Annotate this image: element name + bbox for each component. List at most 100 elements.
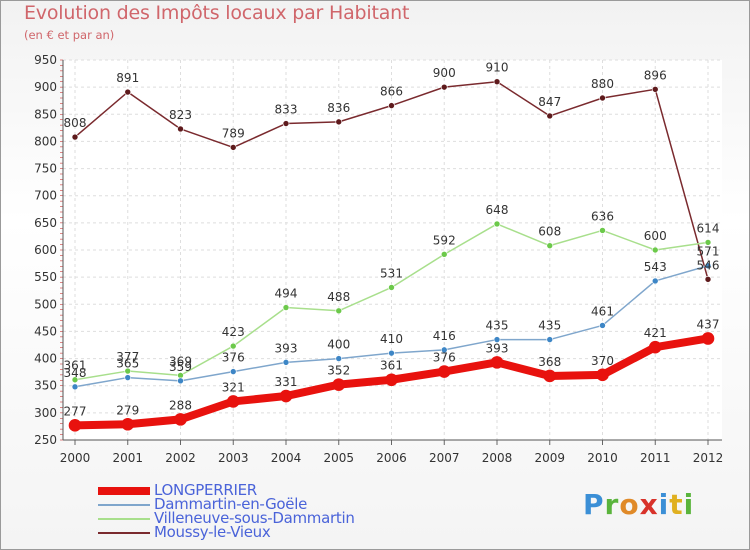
data-point <box>388 102 395 109</box>
data-point <box>282 359 290 366</box>
data-label: 331 <box>275 375 298 389</box>
data-point <box>71 133 79 141</box>
data-point <box>546 242 554 249</box>
data-label: 592 <box>433 233 456 247</box>
x-tick-label: 2008 <box>482 451 513 465</box>
data-point <box>226 395 240 408</box>
data-point <box>335 355 343 362</box>
legend-item: Dammartin-en-Goële <box>98 495 418 513</box>
x-tick-label: 2002 <box>165 451 196 465</box>
legend-swatch <box>98 518 150 520</box>
data-label: 866 <box>380 85 403 99</box>
data-label: 437 <box>697 317 720 331</box>
data-point <box>704 262 712 270</box>
data-point <box>121 417 135 431</box>
x-tick-label: 2006 <box>376 451 407 465</box>
y-tick-label: 250 <box>34 433 57 447</box>
data-point <box>177 125 184 133</box>
data-label: 880 <box>591 77 614 91</box>
data-label: 531 <box>380 266 403 280</box>
data-point <box>71 383 79 391</box>
data-label: 808 <box>64 116 87 130</box>
data-label: 823 <box>169 108 192 122</box>
logo-letter: i <box>658 488 670 521</box>
y-tick-label: 300 <box>34 406 57 420</box>
data-point <box>282 304 290 311</box>
data-label: 361 <box>380 359 403 373</box>
chart-subtitle: (en € et par an) <box>24 28 115 42</box>
legend-swatch <box>98 532 150 534</box>
y-tick-label: 850 <box>34 107 57 121</box>
data-label: 370 <box>591 354 614 368</box>
x-tick-label: 2000 <box>60 451 91 465</box>
y-tick-label: 800 <box>34 134 57 148</box>
x-tick-label: 2004 <box>271 451 302 465</box>
x-tick-label: 2001 <box>112 451 143 465</box>
data-point <box>440 346 448 354</box>
data-label: 833 <box>275 103 298 117</box>
data-label: 393 <box>486 341 509 355</box>
data-label: 600 <box>644 229 667 243</box>
data-point <box>493 78 501 86</box>
data-label: 376 <box>433 351 456 365</box>
data-point <box>704 276 712 283</box>
logo-letter: o <box>619 488 640 521</box>
data-label: 900 <box>433 66 456 80</box>
chart-legend: LONGPERRIER Dammartin-en-Goële Villeneuve-… <box>98 481 418 541</box>
data-label: 789 <box>222 126 245 140</box>
data-point <box>648 340 662 354</box>
data-point <box>335 307 343 315</box>
data-point <box>332 378 346 391</box>
chart-title: Evolution des Impôts locaux par Habitant <box>24 2 410 24</box>
data-point <box>599 94 606 102</box>
data-label: 891 <box>116 71 139 85</box>
data-label: 608 <box>538 225 561 239</box>
data-label: 377 <box>116 350 139 364</box>
data-point <box>229 368 237 375</box>
data-point <box>490 356 504 369</box>
data-label: 494 <box>275 287 298 301</box>
data-point <box>124 374 132 381</box>
data-point <box>543 369 557 383</box>
data-label: 546 <box>697 258 720 272</box>
data-label: 836 <box>327 101 350 115</box>
data-point <box>279 389 293 403</box>
data-label: 571 <box>697 245 720 259</box>
data-point <box>335 118 343 126</box>
data-point <box>493 336 501 343</box>
y-tick-label: 950 <box>34 53 57 67</box>
data-label: 896 <box>644 68 667 82</box>
y-tick-label: 500 <box>34 297 57 311</box>
data-label: 648 <box>486 203 509 217</box>
y-tick-label: 450 <box>34 324 57 338</box>
data-point <box>596 368 609 382</box>
x-tick-label: 2003 <box>218 451 249 465</box>
y-tick-label: 600 <box>34 243 57 257</box>
data-point <box>388 284 395 291</box>
y-tick-label: 350 <box>34 379 57 393</box>
legend-swatch <box>98 504 150 506</box>
x-tick-label: 2007 <box>429 451 460 465</box>
data-label: 361 <box>64 359 87 373</box>
x-tick-label: 2009 <box>534 451 565 465</box>
data-label: 488 <box>327 290 350 304</box>
data-label: 359 <box>169 360 192 374</box>
data-label: 461 <box>591 304 614 318</box>
data-point <box>71 376 79 384</box>
proxiti-logo: Proxiti <box>583 488 694 521</box>
data-label: 636 <box>591 209 614 223</box>
data-label: 614 <box>697 221 720 235</box>
data-label: 277 <box>64 404 87 418</box>
data-label: 321 <box>222 380 245 394</box>
x-tick-label: 2011 <box>640 451 671 465</box>
data-point <box>546 336 554 343</box>
x-tick-label: 2012 <box>693 451 724 465</box>
data-point <box>124 367 132 375</box>
data-label: 910 <box>486 61 509 75</box>
data-label: 376 <box>222 351 245 365</box>
data-point <box>651 86 659 93</box>
data-point <box>124 88 132 96</box>
data-point <box>437 365 451 378</box>
data-point <box>599 227 606 234</box>
